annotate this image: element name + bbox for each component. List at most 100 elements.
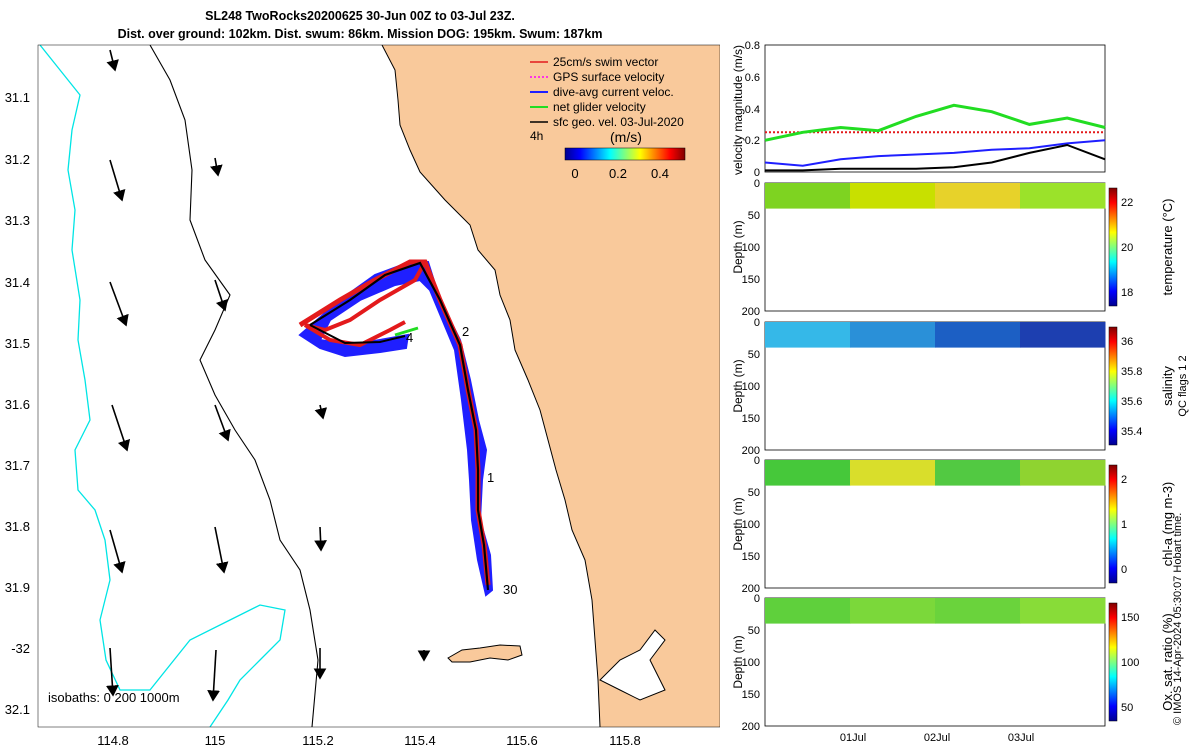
svg-text:0.2: 0.2 [609,166,627,181]
oxygen-colorbar [1108,602,1118,722]
net-glider-arrow [394,326,419,337]
colorbar-tick: 36 [1121,336,1133,348]
map-frame [37,44,720,728]
svg-text:0.4: 0.4 [745,104,760,116]
colorbar-tick: 35.6 [1121,396,1142,408]
depth-tick: 150 [742,274,760,286]
lon-tick: 114.8 [97,733,129,748]
depth-axis-label: Depth (m) [731,497,745,550]
oxygen-section-band [850,598,936,624]
colorbar-tick: 100 [1121,657,1139,669]
svg-text:0.4: 0.4 [651,166,669,181]
depth-tick: 200 [742,721,760,733]
salinity-colorbar [1108,326,1118,446]
velocity-series [764,103,1106,172]
depth-axis-label: Depth (m) [731,635,745,688]
chla-colorbar [1108,464,1118,584]
depth-axis-label: Depth (m) [731,359,745,412]
lat-tick: 31.9 [5,580,30,595]
net-glider-loop [309,324,406,345]
lat-tick: 32.1 [5,702,30,717]
lat-tick: 31.3 [5,213,30,228]
temperature-section-band [1020,183,1106,209]
colorbar-ticks: 0 0.2 0.4 [571,166,669,181]
legend-entry: net glider velocity [553,100,646,114]
temperature-section-band [850,183,936,209]
velocity-series-line [764,103,1106,142]
isobath-1000m [39,45,286,727]
depth-tick: 0 [754,317,760,329]
land-area [382,45,720,727]
temperature-colorbar-label: temperature (°C) [1160,199,1175,296]
depth-tick: 0 [754,455,760,467]
salinity-section-band [850,322,936,348]
colorbar-tick: 20 [1121,242,1133,254]
depth-tick: 50 [748,210,760,222]
legend-entry: 25cm/s swim vector [553,55,658,69]
isobath-legend: isobaths: 0 200 1000m [48,690,180,705]
track-day-label: 1 [487,470,494,485]
velocity-series-line [765,143,1106,172]
track-day-label: 30 [503,582,517,597]
depth-tick: 0 [754,178,760,190]
time-tick: 02Jul [924,732,950,744]
lon-tick: 115.8 [609,733,641,748]
depth-tick: 200 [742,445,760,457]
oxygen-colorbar-label: Ox. sat. ratio (%) [1160,613,1175,711]
map-figure: 2 1 30 4 31.1 31.2 31.3 31.4 31.5 31.6 3… [5,44,720,748]
lon-axis: 114.8 115 115.2 115.4 115.6 115.8 [97,733,641,748]
colorbar-tick: 35.8 [1121,366,1142,378]
lat-tick: 31.7 [5,458,30,473]
coastline [381,45,601,727]
salinity-section-band [1020,322,1106,348]
depth-tick: 0 [754,593,760,605]
plot-subtitle: Dist. over ground: 102km. Dist. swum: 86… [117,27,603,41]
depth-tick: 100 [742,381,760,393]
track-day-label: 2 [462,324,469,339]
lon-tick: 115 [205,733,226,748]
chla-section-band [1020,460,1106,486]
depth-tick: 50 [748,349,760,361]
lat-tick: 31.4 [5,275,30,290]
lat-tick: 31.5 [5,336,30,351]
salinity-section-band [765,322,851,348]
depth-tick: 150 [742,689,760,701]
lat-axis: 31.1 31.2 31.3 31.4 31.5 31.6 31.7 31.8 … [5,90,30,717]
lat-tick: 31.1 [5,90,30,105]
depth-tick: 50 [748,487,760,499]
depth-tick: 150 [742,413,760,425]
colorbar-tick: 22 [1121,197,1133,209]
legend-entry: sfc geo. vel. 03-Jul-2020 [553,115,684,129]
velocity-ylabel: velocity magnitude (m/s) [731,45,745,175]
qc-flags-label: QC flags 1 2 [1177,355,1189,416]
temperature-section-band [935,183,1021,209]
colorbar-unit: (m/s) [610,129,642,145]
salinity-colorbar-label: salinity [1160,366,1175,406]
time-tick: 01Jul [840,732,866,744]
timeseries-panels: 0 0.2 0.4 0.6 0.8 velocity magnitude (m/… [731,40,1189,744]
credit-text: © IMOS 14-Apr-2024 05:30:07 Hobart time. [1172,512,1184,725]
oxygen-section-band [1020,598,1106,624]
depth-tick: 150 [742,551,760,563]
depth-tick: 100 [742,519,760,531]
chla-section-band [935,460,1021,486]
colorbar-tick: 2 [1121,474,1127,486]
plot-title: SL248 TwoRocks20200625 30-Jun 00Z to 03-… [205,9,515,23]
chla-section-band [850,460,936,486]
lat-tick: 31.2 [5,152,30,167]
estuary [599,629,666,701]
svg-text:0: 0 [754,167,760,179]
isobath-200m [149,45,319,727]
depth-tick: 100 [742,242,760,254]
oxygen-section-band [935,598,1021,624]
oxygen-section-band [765,598,851,624]
lat-tick: 31.8 [5,519,30,534]
colorbar-tick: 150 [1121,612,1139,624]
speed-colorbar [564,147,686,161]
colorbar-tick: 50 [1121,702,1133,714]
temperature-colorbar [1108,187,1118,307]
track-day-label: 4 [406,330,413,345]
colorbar-tick: 0 [1121,564,1127,576]
net-glider-track [309,261,490,591]
